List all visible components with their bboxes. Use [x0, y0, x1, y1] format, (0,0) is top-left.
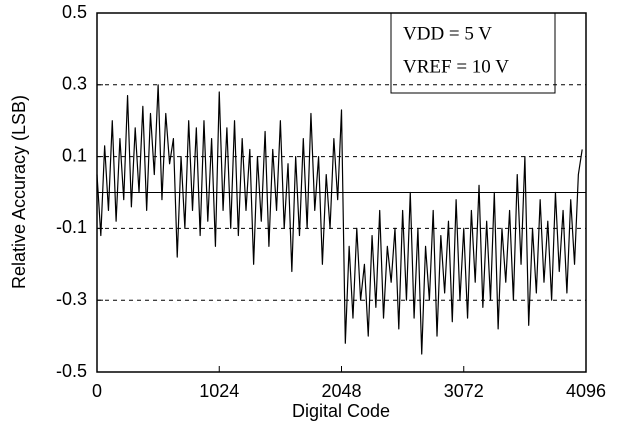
annotation: VREF = 10 V [403, 56, 509, 77]
y-axis-label: Relative Accuracy (LSB) [9, 95, 29, 289]
annotation-box [390, 12, 556, 94]
annotation: VDD = 5 V [403, 23, 492, 44]
y-tick-label: 0.1 [62, 145, 87, 165]
x-tick-label: 4096 [566, 381, 606, 401]
plot-frame [96, 12, 587, 373]
y-tick-label: -0.5 [56, 361, 87, 381]
x-tick-label: 1024 [199, 381, 239, 401]
data-line [96, 84, 583, 355]
x-tick-label: 3072 [444, 381, 484, 401]
y-tick-label: 0.5 [62, 2, 87, 22]
x-tick-label: 2048 [321, 381, 361, 401]
y-tick-label: -0.3 [56, 289, 87, 309]
y-tick-label: 0.3 [62, 74, 87, 94]
y-tick-label: -0.1 [56, 217, 87, 237]
x-tick-label: 0 [92, 381, 102, 401]
x-axis-label: Digital Code [292, 401, 390, 421]
